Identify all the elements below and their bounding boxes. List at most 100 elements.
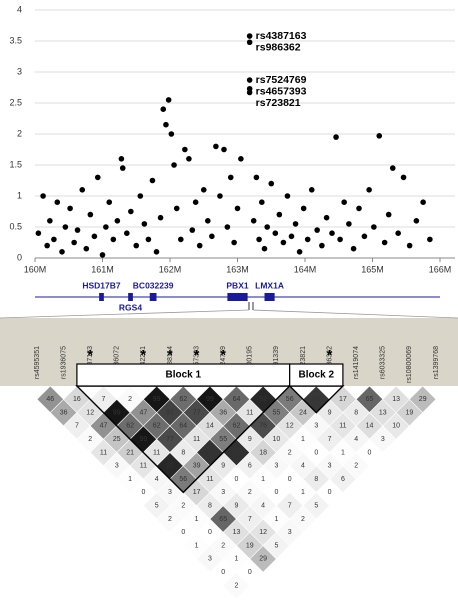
point: [217, 193, 223, 199]
point: [67, 205, 73, 212]
ld-value: 3: [115, 463, 119, 470]
y-tick-label: 0: [17, 252, 22, 262]
point: [246, 89, 253, 96]
point: [314, 227, 320, 233]
ld-value: 2: [88, 436, 92, 443]
point: [192, 199, 199, 205]
point: [40, 193, 46, 199]
point: [413, 218, 420, 224]
ld-value: 11: [140, 463, 147, 470]
ld-value: 2: [181, 503, 185, 510]
point: [189, 227, 196, 233]
ld-value: 65: [366, 396, 374, 403]
ld-value: 11: [206, 476, 213, 483]
ld-value: 85: [312, 396, 320, 403]
ld-value: 4: [155, 476, 159, 483]
ld-value: 3: [381, 436, 385, 443]
point: [91, 233, 98, 240]
point: [284, 193, 291, 199]
ld-value: 7: [288, 503, 292, 510]
ld-value: 9: [235, 503, 239, 510]
ld-value: 11: [193, 436, 200, 443]
ld-value: 0: [274, 489, 278, 496]
point: [149, 177, 156, 184]
point: [171, 162, 177, 168]
ld-value: 8: [181, 449, 185, 456]
ld-value: 99: [206, 396, 214, 403]
ld-value: 14: [206, 423, 214, 430]
ld-value: 29: [419, 396, 427, 403]
snp-label: rs1936072: [114, 346, 121, 379]
ld-value: 36: [60, 409, 68, 416]
annotation: rs4657393: [256, 85, 307, 97]
ld-value: 5: [314, 503, 318, 510]
point: [292, 221, 299, 227]
ld-value: 14: [366, 423, 374, 430]
ld-value: 0: [368, 449, 372, 456]
point: [186, 156, 192, 162]
point: [296, 249, 303, 255]
ld-value: 21: [126, 449, 134, 456]
point: [276, 211, 283, 218]
ld-value: 7: [102, 396, 106, 403]
point: [227, 174, 234, 181]
ld-value: 3: [314, 423, 318, 430]
snp-label: rs1936075: [60, 346, 67, 379]
point: [145, 236, 152, 243]
snp-mark: *: [141, 347, 147, 363]
ld-value: 99: [113, 409, 121, 416]
point: [182, 146, 188, 153]
ld-value: 62: [153, 423, 161, 430]
point: [268, 180, 275, 187]
x-tick-label: 166M: [429, 264, 452, 274]
y-tick-label: 0.5: [9, 221, 22, 231]
point: [62, 224, 69, 230]
ld-value: 77: [193, 409, 201, 416]
snp-mark: *: [194, 347, 200, 363]
snp-label: rs1399768: [433, 346, 440, 379]
point: [323, 214, 330, 221]
ld-value: 9: [248, 436, 252, 443]
ld-value: 99: [153, 396, 161, 403]
y-tick-label: 2.5: [9, 97, 22, 107]
annotation: rs723821: [256, 97, 301, 109]
snp-label: rs10800069: [406, 346, 413, 383]
ld-value: 5: [274, 542, 278, 549]
block-label: Block 2: [299, 370, 335, 381]
gene: [99, 293, 104, 301]
gene-label: PBX1: [226, 280, 248, 290]
point: [329, 230, 335, 236]
ld-value: 55: [219, 436, 227, 443]
gene-label: LMX1A: [255, 280, 284, 290]
point: [118, 156, 125, 162]
point: [196, 242, 203, 249]
ld-value: 24: [299, 409, 307, 416]
point: [361, 233, 368, 240]
point: [133, 242, 140, 249]
ld-value: 64: [179, 423, 187, 430]
ld-value: 10: [273, 436, 281, 443]
ld-value: 56: [179, 476, 187, 483]
point: [173, 205, 180, 212]
snp-label: rs1419074: [353, 346, 360, 379]
ld-value: 76: [259, 423, 267, 430]
point: [304, 236, 311, 243]
snp-label: rs7542261: [140, 346, 147, 379]
ld-value: 0: [248, 569, 252, 576]
point: [209, 233, 215, 240]
ld-value: 0: [314, 449, 318, 456]
point: [238, 156, 244, 162]
ld-value: 0: [221, 569, 225, 576]
point: [160, 106, 167, 112]
zoom-line: [252, 309, 458, 319]
point: [83, 245, 90, 252]
ld-value: 64: [233, 396, 241, 403]
point: [165, 97, 172, 103]
ld-value: 0: [181, 529, 185, 536]
ld-value: 11: [153, 449, 160, 456]
point: [246, 77, 253, 83]
ld-value: 1: [301, 436, 305, 443]
point: [346, 221, 352, 227]
point: [261, 245, 268, 252]
ld-value: 2: [248, 489, 252, 496]
